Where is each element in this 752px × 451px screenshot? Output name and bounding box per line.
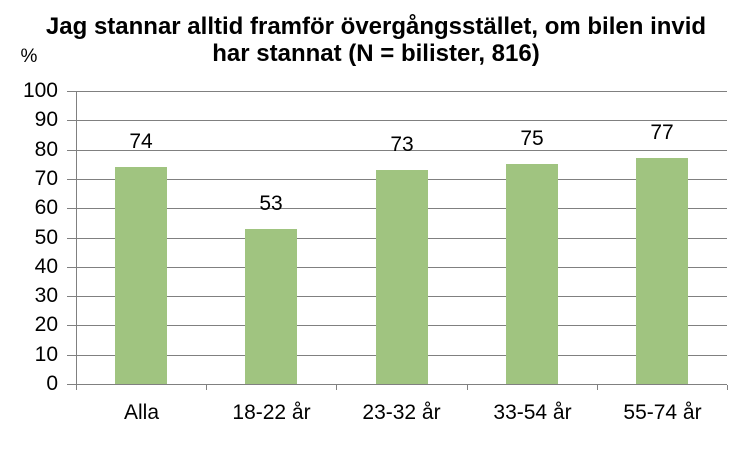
y-tick-label: 70 — [34, 167, 58, 190]
y-tick-label: 20 — [34, 313, 58, 336]
x-category-label: 55-74 år — [623, 401, 702, 424]
y-tick-label: 0 — [46, 372, 58, 395]
y-tick-label: 60 — [34, 196, 58, 219]
y-tick-mark — [67, 355, 76, 356]
x-category-label: 23-32 år — [362, 401, 441, 424]
bar — [506, 164, 558, 384]
bar — [115, 167, 167, 384]
y-tick-label: 10 — [34, 343, 58, 366]
y-tick-mark — [67, 325, 76, 326]
x-category-label: 18-22 år — [232, 401, 311, 424]
x-category-label: 33-54 år — [493, 401, 572, 424]
y-tick-label: 80 — [34, 138, 58, 161]
chart-title: Jag stannar alltid framför övergångsstäl… — [0, 13, 752, 67]
y-tick-mark — [67, 296, 76, 297]
y-tick-label: 30 — [34, 284, 58, 307]
bar — [376, 170, 428, 384]
x-tick-mark — [206, 385, 207, 390]
chart-title-line2: har stannat (N = bilister, 816) — [212, 40, 540, 67]
x-tick-mark — [597, 385, 598, 390]
bar-value-label: 74 — [129, 130, 153, 153]
bar — [245, 229, 297, 384]
y-tick-mark — [67, 120, 76, 121]
bar-value-label: 75 — [520, 127, 544, 150]
y-tick-mark — [67, 208, 76, 209]
gridline — [77, 150, 727, 151]
y-tick-label: 50 — [34, 226, 58, 249]
y-tick-mark — [67, 267, 76, 268]
y-tick-mark — [67, 179, 76, 180]
bar-value-label: 77 — [650, 121, 674, 144]
y-tick-label: 90 — [34, 108, 58, 131]
x-category-label: Alla — [123, 401, 160, 424]
x-tick-mark — [467, 385, 468, 390]
y-tick-label: 40 — [34, 255, 58, 278]
bar — [636, 158, 688, 384]
bar-value-label: 73 — [390, 133, 414, 156]
bar-value-label: 53 — [259, 192, 283, 215]
y-tick-mark — [67, 91, 76, 92]
y-tick-mark — [67, 150, 76, 151]
x-tick-mark — [76, 385, 77, 390]
y-axis-line — [76, 91, 77, 390]
gridline — [77, 91, 727, 92]
x-axis-line — [76, 384, 727, 385]
y-axis-unit-label: % — [20, 46, 38, 67]
y-tick-mark — [67, 238, 76, 239]
gridline — [77, 120, 727, 121]
y-tick-label: 100 — [22, 79, 58, 102]
y-tick-mark — [67, 384, 76, 385]
x-tick-mark — [336, 385, 337, 390]
x-tick-mark — [727, 385, 728, 390]
chart-title-line1: Jag stannar alltid framför övergångsstäl… — [45, 13, 707, 40]
